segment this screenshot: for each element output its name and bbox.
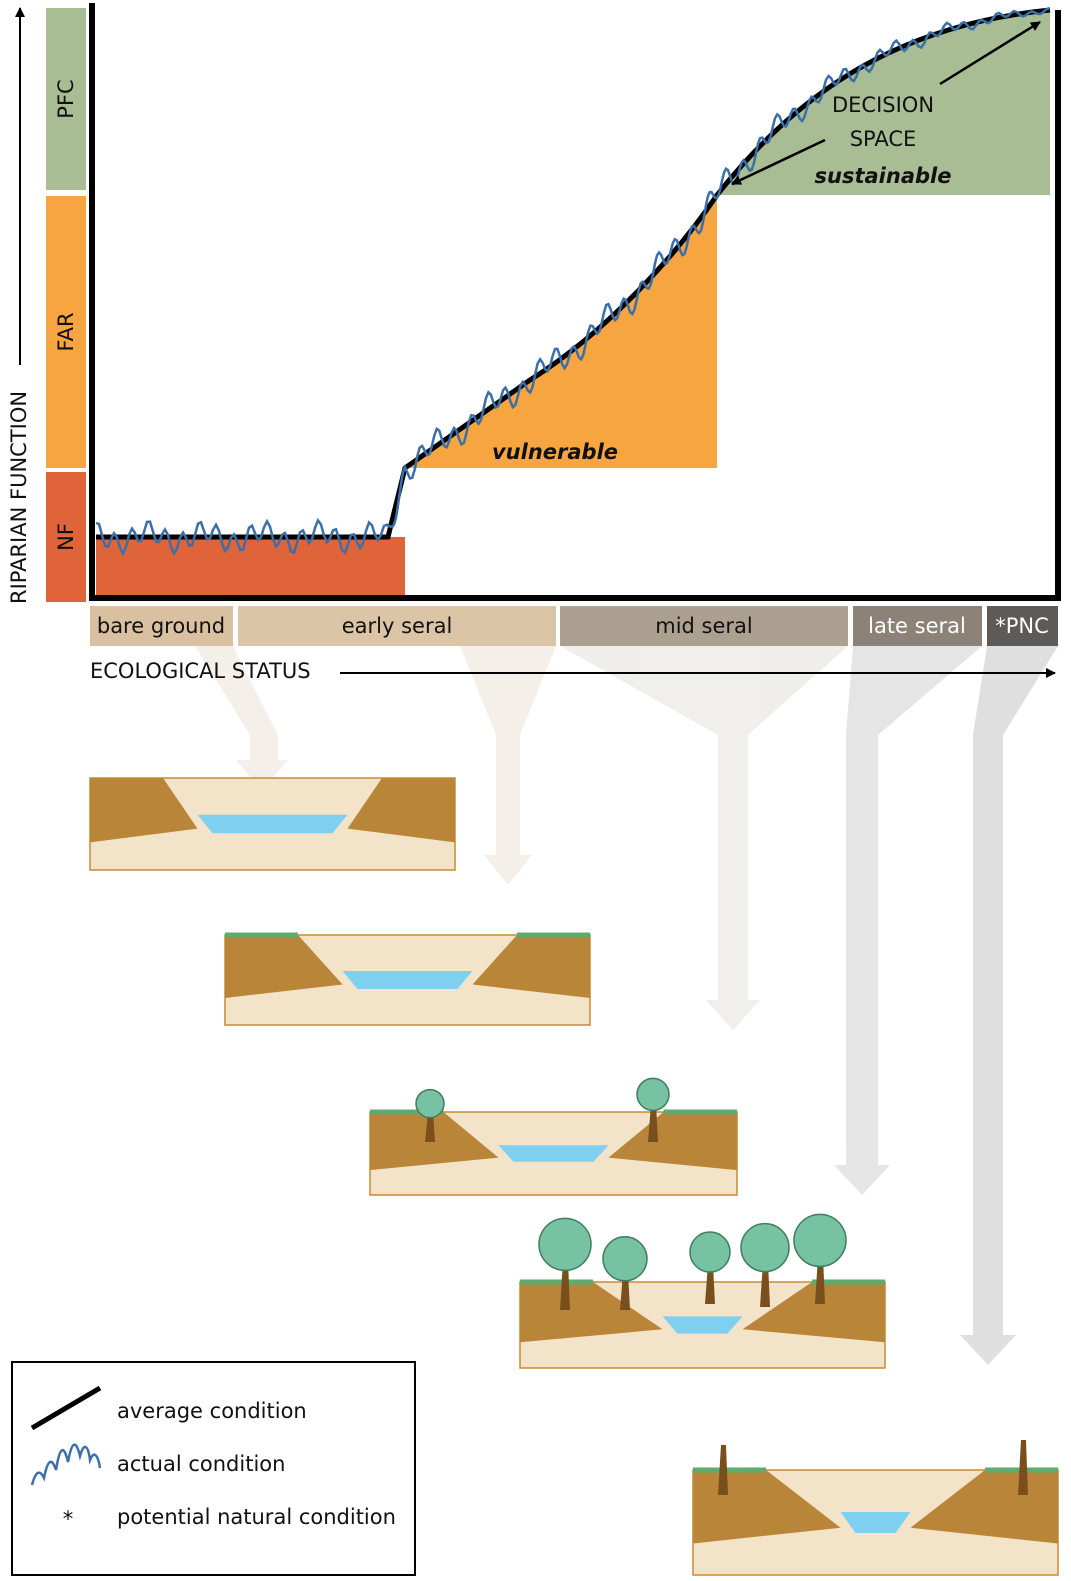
water	[343, 971, 473, 989]
stage-label: bare ground	[97, 614, 225, 638]
vulnerable-label: vulnerable	[492, 440, 618, 464]
tree-crown	[690, 1232, 730, 1272]
legend-symbol: *	[63, 1507, 74, 1531]
water	[499, 1145, 609, 1162]
tree-crown	[539, 1218, 591, 1270]
stage-label: early seral	[342, 614, 453, 638]
figure: PFC FAR NF RIPARIAN FUNCTION vulnerable …	[0, 0, 1071, 1581]
tree-trunk	[718, 1445, 728, 1495]
tree-crown	[603, 1237, 647, 1281]
water	[198, 815, 348, 833]
tree-trunk	[1018, 1440, 1028, 1495]
tree-crown	[637, 1078, 669, 1110]
level-label: FAR	[54, 312, 78, 351]
legend-label: potential natural condition	[117, 1505, 396, 1529]
level-label: PFC	[54, 79, 78, 118]
level-label: NF	[54, 523, 78, 551]
tree-crown	[794, 1214, 846, 1266]
stage-label: late seral	[868, 614, 966, 638]
decision-label: SPACE	[850, 127, 917, 151]
far-region	[405, 195, 717, 468]
decision-label: DECISION	[832, 93, 934, 117]
tree-crown	[741, 1224, 789, 1272]
tree-crown	[416, 1090, 444, 1118]
y-axis-label: RIPARIAN FUNCTION	[7, 391, 31, 604]
stage-label: *PNC	[995, 614, 1049, 638]
x-axis-label: ECOLOGICAL STATUS	[90, 659, 311, 683]
stage-label: mid seral	[655, 614, 753, 638]
sustainable-label: sustainable	[815, 164, 952, 188]
legend-label: average condition	[117, 1399, 307, 1423]
legend-label: actual condition	[117, 1452, 285, 1476]
